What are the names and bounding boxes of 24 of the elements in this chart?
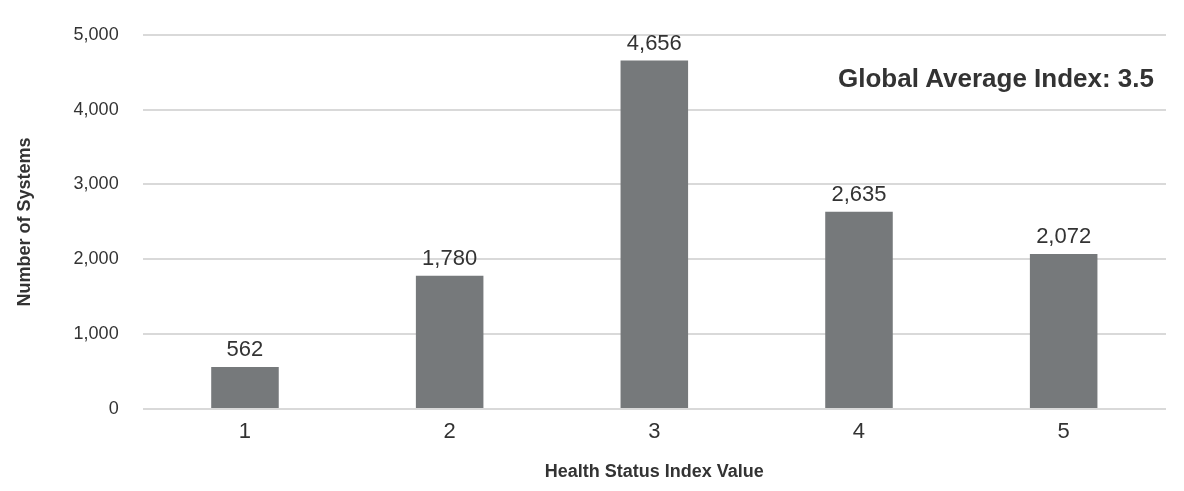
annotation: Global Average Index: 3.5 (838, 62, 1154, 93)
x-tick-label: 3 (648, 418, 661, 444)
bar (620, 60, 689, 408)
x-tick-label: 5 (1057, 418, 1070, 444)
data-label: 1,780 (422, 244, 478, 270)
y-tick-label: 0 (108, 397, 119, 418)
y-tick-label: 2,000 (73, 248, 119, 269)
x-tick-label: 2 (443, 418, 456, 444)
bar (211, 366, 279, 408)
data-label: 562 (226, 336, 264, 361)
bar (825, 211, 893, 408)
x-axis-title: Health Status Index Value (544, 461, 764, 482)
y-axis-title: Number of Systems (13, 137, 34, 307)
x-tick-label: 4 (852, 418, 866, 444)
bar (415, 275, 484, 408)
x-tick-label: 1 (238, 418, 252, 444)
y-tick-label: 3,000 (73, 173, 119, 194)
y-tick-label: 1,000 (73, 323, 119, 344)
data-label: 2,072 (1036, 222, 1092, 248)
y-tick-label: 4,000 (73, 98, 119, 119)
bar (1029, 253, 1098, 408)
data-label: 4,656 (626, 29, 682, 55)
y-tick-label: 5,000 (73, 23, 119, 44)
data-label: 2,635 (831, 180, 887, 206)
